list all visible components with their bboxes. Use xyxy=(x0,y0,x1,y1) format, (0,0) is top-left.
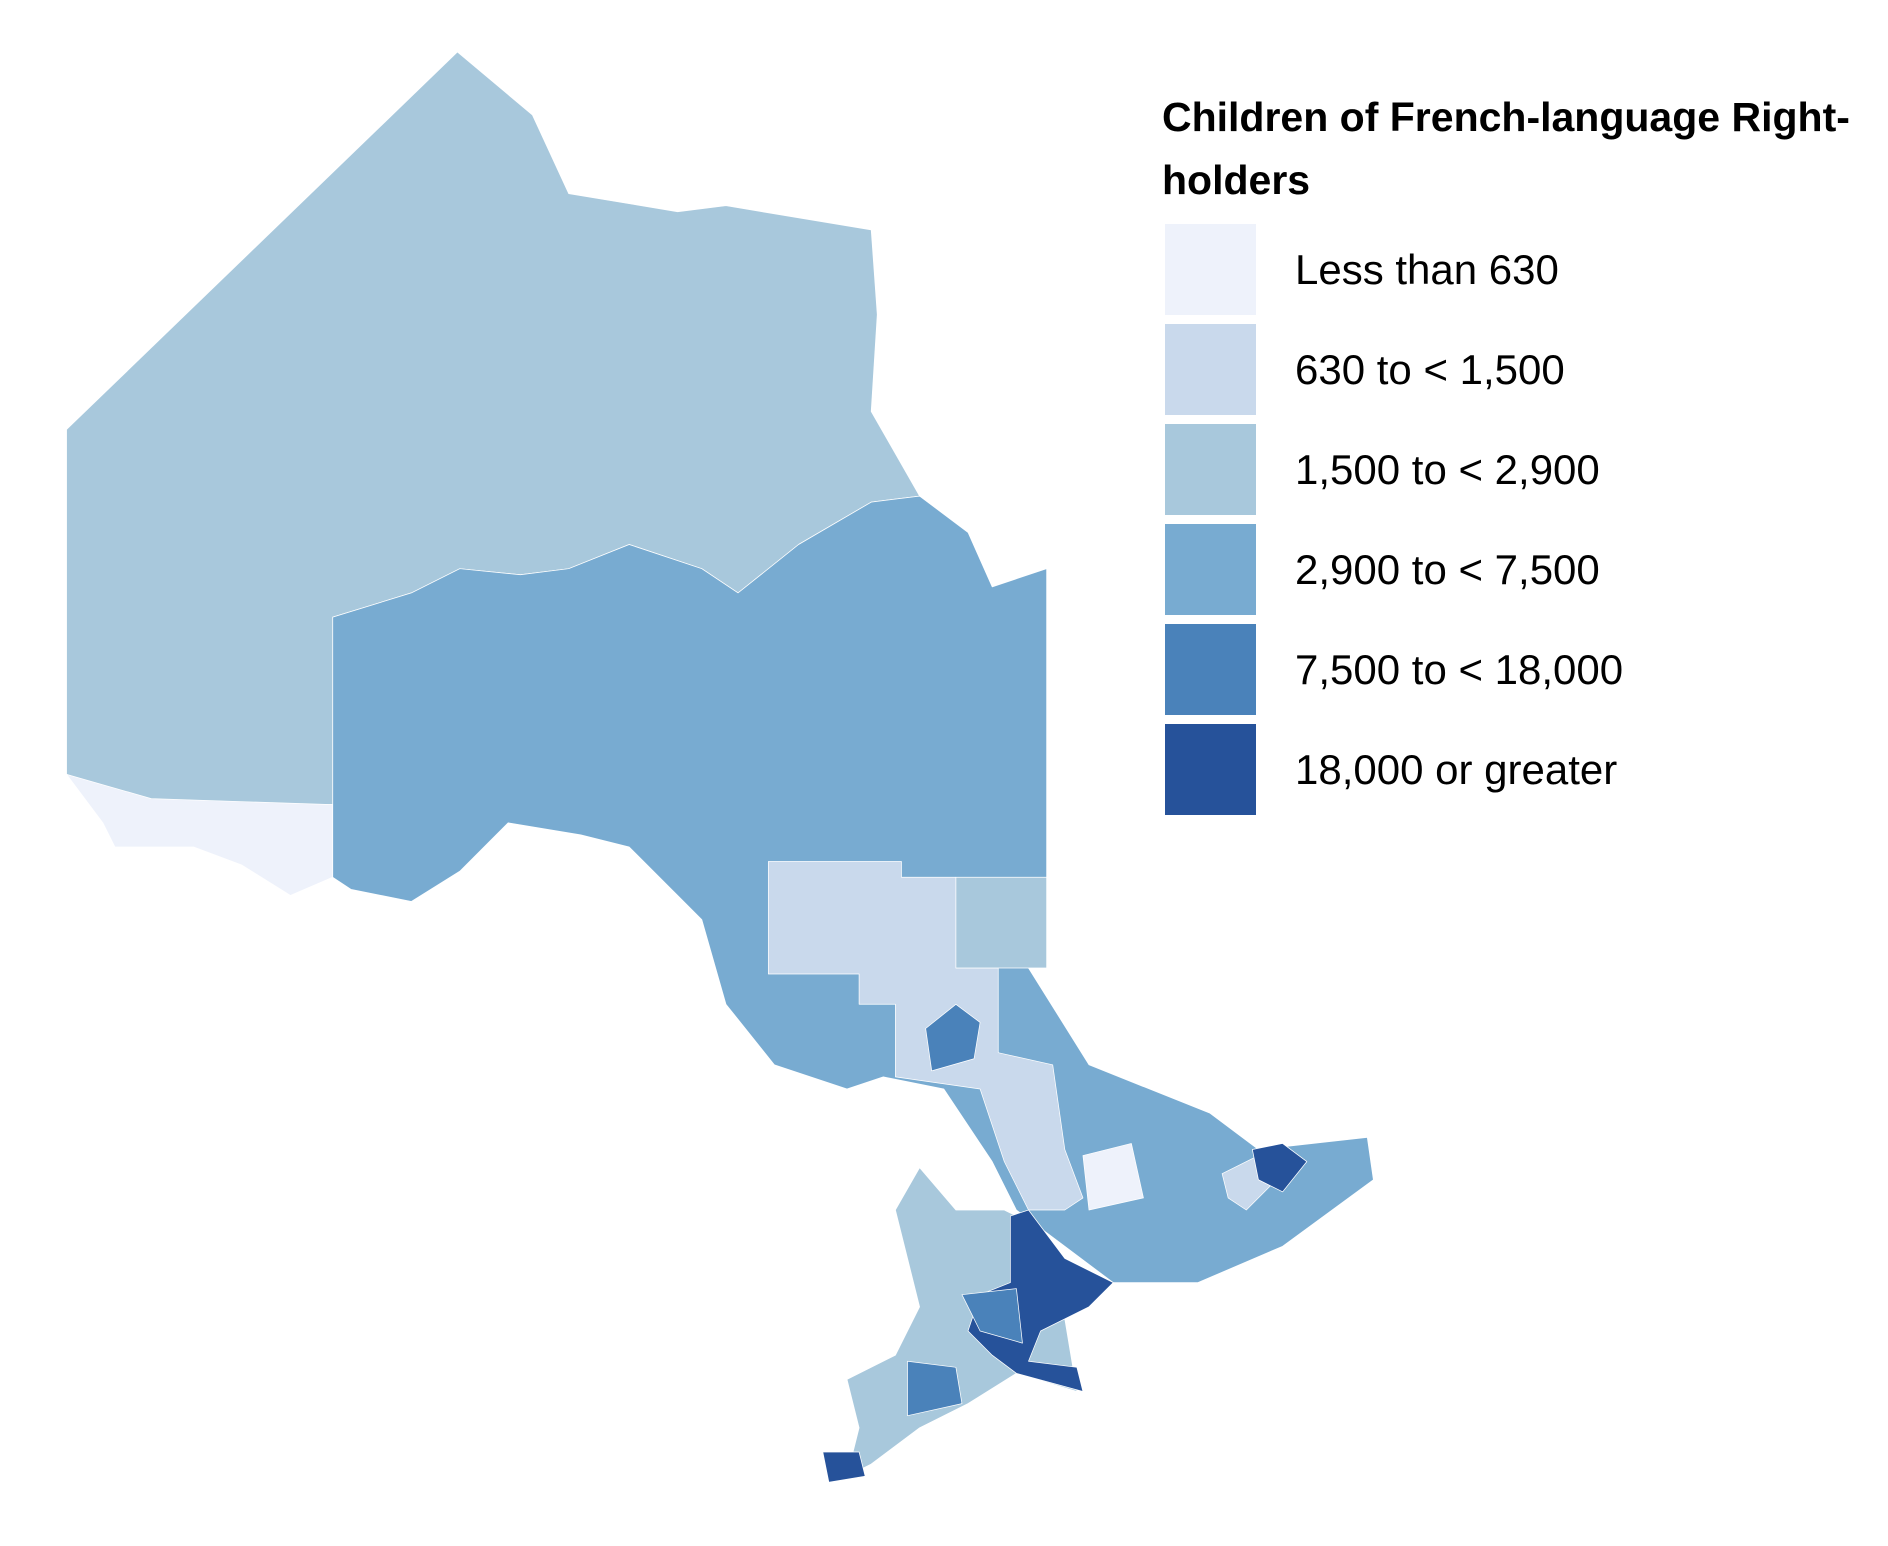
legend-swatch xyxy=(1165,224,1256,315)
legend-label: 1,500 to < 2,900 xyxy=(1295,446,1600,493)
legend-swatch xyxy=(1165,724,1256,815)
legend-swatch xyxy=(1165,524,1256,615)
region xyxy=(925,1003,981,1072)
region xyxy=(961,1288,1023,1344)
region xyxy=(907,1360,963,1417)
region xyxy=(1082,1143,1144,1211)
legend-item: 630 to < 1,500 xyxy=(1162,324,1882,424)
legend-item: Less than 630 xyxy=(1162,224,1882,324)
region xyxy=(955,876,1048,969)
legend: Children of French-language Right-holder… xyxy=(1162,86,1882,824)
legend-item: 18,000 or greater xyxy=(1162,724,1882,824)
region xyxy=(822,1451,866,1483)
legend-label: Less than 630 xyxy=(1295,246,1559,293)
legend-label: 630 to < 1,500 xyxy=(1295,346,1565,393)
legend-label: 2,900 to < 7,500 xyxy=(1295,546,1600,593)
legend-item: 1,500 to < 2,900 xyxy=(1162,424,1882,524)
legend-item: 7,500 to < 18,000 xyxy=(1162,624,1882,724)
legend-swatch xyxy=(1165,424,1256,515)
ontario xyxy=(66,51,1374,1483)
legend-item: 2,900 to < 7,500 xyxy=(1162,524,1882,624)
region xyxy=(66,774,334,896)
legend-title: Children of French-language Right-holder… xyxy=(1162,94,1850,203)
legend-items: Less than 630 630 to < 1,500 1,500 to < 2,… xyxy=(1162,224,1882,824)
legend-label: 7,500 to < 18,000 xyxy=(1295,646,1624,693)
region xyxy=(1251,1143,1308,1193)
legend-swatch xyxy=(1165,624,1256,715)
legend-label: 18,000 or greater xyxy=(1295,746,1618,793)
legend-swatch xyxy=(1165,324,1256,415)
